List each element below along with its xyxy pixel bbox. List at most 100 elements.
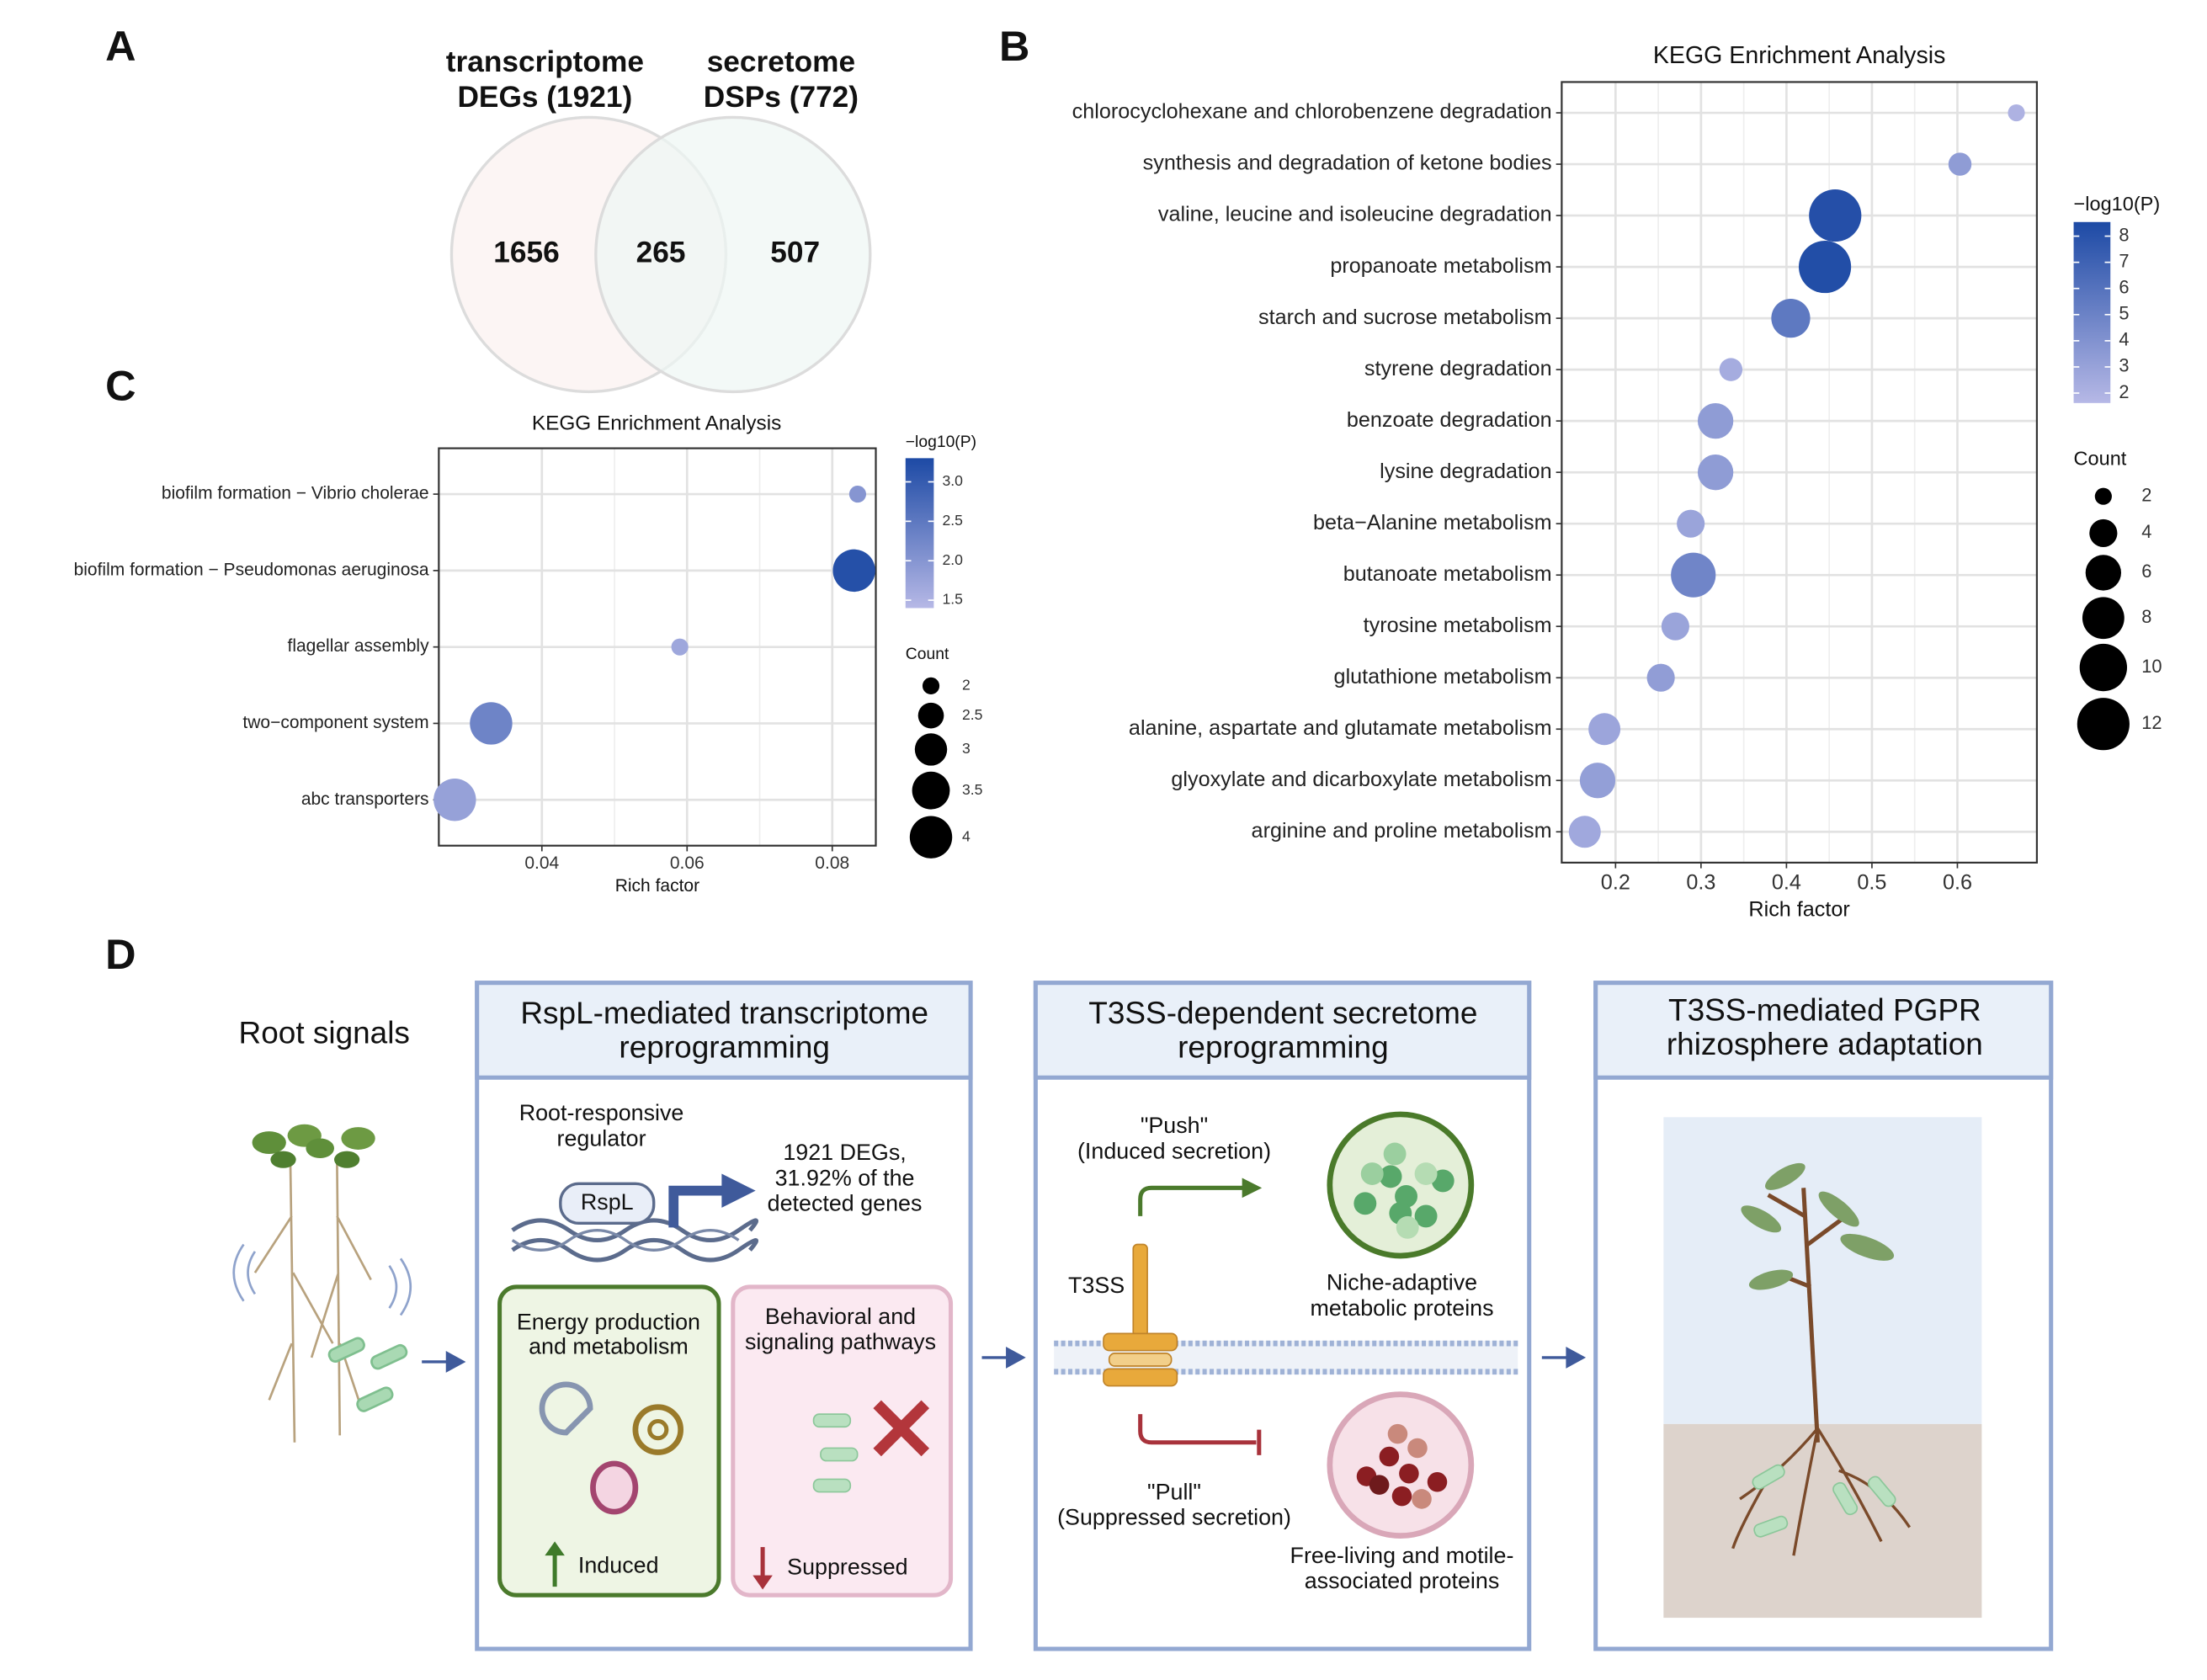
transcriptome-box: RspL-mediated transcriptome reprogrammin… bbox=[475, 981, 973, 1651]
box-label: Behavioral and bbox=[765, 1304, 916, 1329]
box-title: reprogramming bbox=[619, 1029, 830, 1064]
dot-plot: 0.04 0.06 0.08 biofilm formation − Vibrio c… bbox=[74, 412, 983, 896]
set-label: DSPs (772) bbox=[704, 81, 859, 114]
adaptation-box: T3SS-mediated PGPR rhizosphere adaptatio… bbox=[1593, 981, 2054, 1651]
dot bbox=[1677, 509, 1705, 538]
region-count: 1656 bbox=[493, 237, 559, 269]
x-tick-label: 0.3 bbox=[1686, 871, 1715, 895]
color-tick-label: 3.0 bbox=[942, 472, 963, 489]
box-label: Energy production bbox=[517, 1310, 700, 1335]
color-tick-label: 2 bbox=[2119, 381, 2129, 402]
x-tick-label: 0.04 bbox=[524, 853, 559, 873]
degs-text: 31.92% of the bbox=[775, 1165, 915, 1190]
legend-title: −log10(P) bbox=[2074, 193, 2161, 215]
x-tick-label: 0.6 bbox=[1943, 871, 1972, 895]
size-key bbox=[2077, 698, 2130, 751]
size-key bbox=[917, 702, 944, 729]
category-label: starch and sucrose metabolism bbox=[1258, 306, 1552, 329]
set-label: DEGs (1921) bbox=[457, 81, 632, 114]
pull-label: (Suppressed secretion) bbox=[1057, 1505, 1291, 1530]
x-tick-label: 0.5 bbox=[1857, 871, 1886, 895]
color-tick-label: 6 bbox=[2119, 276, 2129, 297]
color-tick-label: 2.0 bbox=[942, 551, 963, 568]
category-label: benzoate degradation bbox=[1347, 408, 1552, 432]
dot bbox=[1646, 663, 1675, 692]
size-tick-label: 10 bbox=[2141, 656, 2162, 677]
seedling-icon bbox=[232, 1124, 412, 1443]
plot-border bbox=[438, 447, 877, 847]
x-tick-label: 0.2 bbox=[1601, 871, 1630, 895]
dot bbox=[1771, 299, 1811, 338]
size-tick-label: 4 bbox=[962, 827, 971, 844]
color-bar bbox=[2073, 221, 2111, 403]
category-label: propanoate metabolism bbox=[1330, 254, 1551, 278]
induced-label: Induced bbox=[578, 1553, 659, 1578]
panel-letter: A bbox=[105, 22, 136, 70]
gene-label: RspL bbox=[581, 1189, 634, 1215]
chart-title: KEGG Enrichment Analysis bbox=[1653, 42, 1945, 69]
dot-plot: 0.2 0.3 0.4 0.5 0.6 chlorocyclohexane and chl… bbox=[1072, 42, 2162, 922]
box-title: reprogramming bbox=[1178, 1029, 1389, 1064]
panel-letter: D bbox=[105, 930, 136, 978]
degs-text: detected genes bbox=[768, 1191, 923, 1216]
dot bbox=[1948, 152, 1972, 176]
pull-label: "Pull" bbox=[1147, 1479, 1201, 1504]
size-tick-label: 4 bbox=[2141, 521, 2151, 542]
size-key bbox=[912, 771, 950, 810]
push-label: (Induced secretion) bbox=[1077, 1138, 1271, 1163]
region-count: 265 bbox=[636, 237, 686, 269]
suppressed-label: Suppressed bbox=[787, 1554, 907, 1579]
box-title: T3SS-mediated PGPR bbox=[1668, 993, 1981, 1028]
size-key bbox=[909, 816, 953, 859]
flow-arrows bbox=[422, 1347, 1587, 1373]
set-label: transcriptome bbox=[446, 45, 644, 78]
legend-title: Count bbox=[906, 646, 949, 663]
diagram-panel: D Root signals RspL-mediated transcripto… bbox=[105, 930, 2054, 1651]
dot bbox=[1809, 189, 1862, 242]
box-title: RspL-mediated transcriptome bbox=[520, 996, 928, 1030]
category-label: synthesis and degradation of ketone bodi… bbox=[1143, 152, 1552, 175]
category-label: chlorocyclohexane and chlorobenzene degr… bbox=[1072, 100, 1552, 124]
category-label: flagellar assembly bbox=[287, 636, 429, 656]
color-tick-label: 1.5 bbox=[942, 591, 963, 608]
dot bbox=[1568, 816, 1601, 848]
free-living-label: associated proteins bbox=[1305, 1568, 1500, 1593]
size-tick-label: 8 bbox=[2141, 606, 2151, 627]
push-label: "Push" bbox=[1141, 1113, 1208, 1138]
dot bbox=[848, 485, 867, 503]
size-key bbox=[2082, 597, 2125, 640]
dot bbox=[1661, 612, 1689, 641]
size-tick-label: 3 bbox=[962, 740, 971, 757]
dot bbox=[470, 702, 513, 745]
set-label: secretome bbox=[707, 45, 855, 78]
degs-text: 1921 DEGs, bbox=[783, 1140, 906, 1165]
color-tick-label: 8 bbox=[2119, 224, 2129, 245]
secretome-box: T3SS-dependent secretome reprogramming "… bbox=[1033, 981, 1532, 1651]
x-axis-label: Rich factor bbox=[615, 876, 699, 896]
category-label: lysine degradation bbox=[1380, 460, 1551, 483]
plot-border bbox=[1561, 81, 2038, 864]
color-tick-label: 5 bbox=[2119, 303, 2129, 324]
category-label: valine, leucine and isoleucine degradati… bbox=[1158, 203, 1552, 226]
size-tick-label: 2 bbox=[962, 677, 971, 694]
x-axis-label: Rich factor bbox=[1748, 898, 1849, 922]
dot bbox=[1697, 402, 1734, 439]
chart-title: KEGG Enrichment Analysis bbox=[532, 412, 782, 434]
box-title: rhizosphere adaptation bbox=[1667, 1027, 1983, 1061]
color-tick-label: 4 bbox=[2119, 329, 2129, 350]
color-tick-label: 2.5 bbox=[942, 512, 963, 529]
category-label: glutathione metabolism bbox=[1334, 665, 1552, 688]
size-tick-label: 2 bbox=[2141, 484, 2151, 505]
color-tick-label: 3 bbox=[2119, 355, 2129, 376]
regulator-label: Root-responsive bbox=[519, 1100, 684, 1125]
root-signals: Root signals bbox=[239, 1016, 410, 1050]
category-label: glyoxylate and dicarboxylate metabolism bbox=[1171, 768, 1551, 791]
category-label: two−component system bbox=[242, 713, 428, 732]
category-label: butanoate metabolism bbox=[1343, 562, 1552, 586]
legend-title: Count bbox=[2074, 447, 2127, 469]
x-tick-label: 0.08 bbox=[815, 853, 849, 873]
box-title: T3SS-dependent secretome bbox=[1088, 996, 1477, 1030]
dot bbox=[2008, 104, 2025, 122]
box-label: and metabolism bbox=[529, 1333, 689, 1358]
x-tick-label: 0.4 bbox=[1772, 871, 1801, 895]
